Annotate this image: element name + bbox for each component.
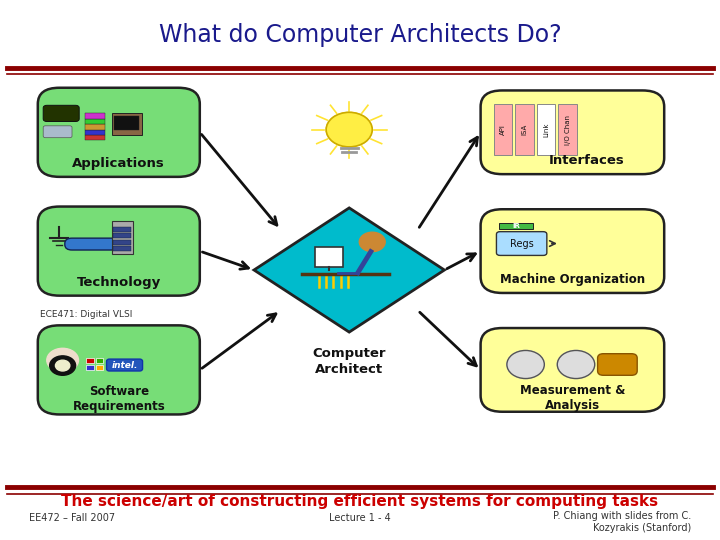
FancyBboxPatch shape [497,232,547,255]
Polygon shape [254,208,444,332]
FancyBboxPatch shape [537,104,556,156]
FancyBboxPatch shape [85,113,105,119]
Text: API: API [500,124,506,135]
FancyBboxPatch shape [498,223,534,230]
FancyBboxPatch shape [96,365,103,370]
FancyBboxPatch shape [85,135,105,140]
Text: Technology: Technology [76,276,161,289]
FancyBboxPatch shape [85,124,105,130]
FancyBboxPatch shape [481,90,665,174]
FancyBboxPatch shape [85,119,105,124]
Text: Software
Requirements: Software Requirements [73,384,165,413]
Text: What do Computer Architects Do?: What do Computer Architects Do? [158,23,562,47]
Text: The science/art of constructing efficient systems for computing tasks: The science/art of constructing efficien… [61,494,659,509]
FancyBboxPatch shape [559,104,577,156]
Circle shape [55,360,70,371]
Text: EE472 – Fall 2007: EE472 – Fall 2007 [29,514,115,523]
Text: Computer
Architect: Computer Architect [312,347,386,376]
FancyBboxPatch shape [107,359,143,371]
Circle shape [326,112,372,147]
FancyBboxPatch shape [43,105,79,122]
Text: Applications: Applications [73,157,165,170]
Circle shape [359,232,385,252]
Circle shape [557,350,595,379]
FancyBboxPatch shape [113,246,131,251]
Text: ECE471: Digital VLSI: ECE471: Digital VLSI [40,310,132,319]
FancyBboxPatch shape [86,358,94,363]
FancyBboxPatch shape [38,325,200,415]
FancyBboxPatch shape [481,209,665,293]
Circle shape [47,348,78,372]
Text: Measurement &
Analysis: Measurement & Analysis [520,384,625,412]
FancyBboxPatch shape [38,87,200,177]
FancyBboxPatch shape [85,130,105,135]
FancyBboxPatch shape [481,328,665,411]
Text: Interfaces: Interfaces [549,154,625,167]
FancyBboxPatch shape [86,365,94,370]
FancyBboxPatch shape [43,126,72,138]
Text: Lecture 1 - 4: Lecture 1 - 4 [329,514,391,523]
FancyBboxPatch shape [113,233,131,238]
FancyBboxPatch shape [113,227,131,232]
FancyBboxPatch shape [112,221,133,254]
FancyBboxPatch shape [112,113,142,135]
FancyBboxPatch shape [516,104,534,156]
Text: Machine Organization: Machine Organization [500,273,645,286]
Text: I/O Chan: I/O Chan [564,114,571,145]
FancyBboxPatch shape [315,247,343,267]
FancyBboxPatch shape [65,238,119,250]
Text: Regs: Regs [510,239,534,248]
Text: P. Chiang with slides from C.
Kozyrakis (Stanford): P. Chiang with slides from C. Kozyrakis … [553,511,691,533]
FancyBboxPatch shape [38,206,200,296]
Text: IR: IR [512,222,520,229]
FancyBboxPatch shape [114,116,139,130]
FancyBboxPatch shape [96,358,103,363]
Text: Link: Link [543,123,549,137]
Text: ISA: ISA [521,124,528,135]
Text: intel.: intel. [112,361,138,369]
FancyBboxPatch shape [494,104,513,156]
Circle shape [50,356,76,375]
FancyBboxPatch shape [598,354,637,375]
Circle shape [507,350,544,379]
FancyBboxPatch shape [113,240,131,245]
